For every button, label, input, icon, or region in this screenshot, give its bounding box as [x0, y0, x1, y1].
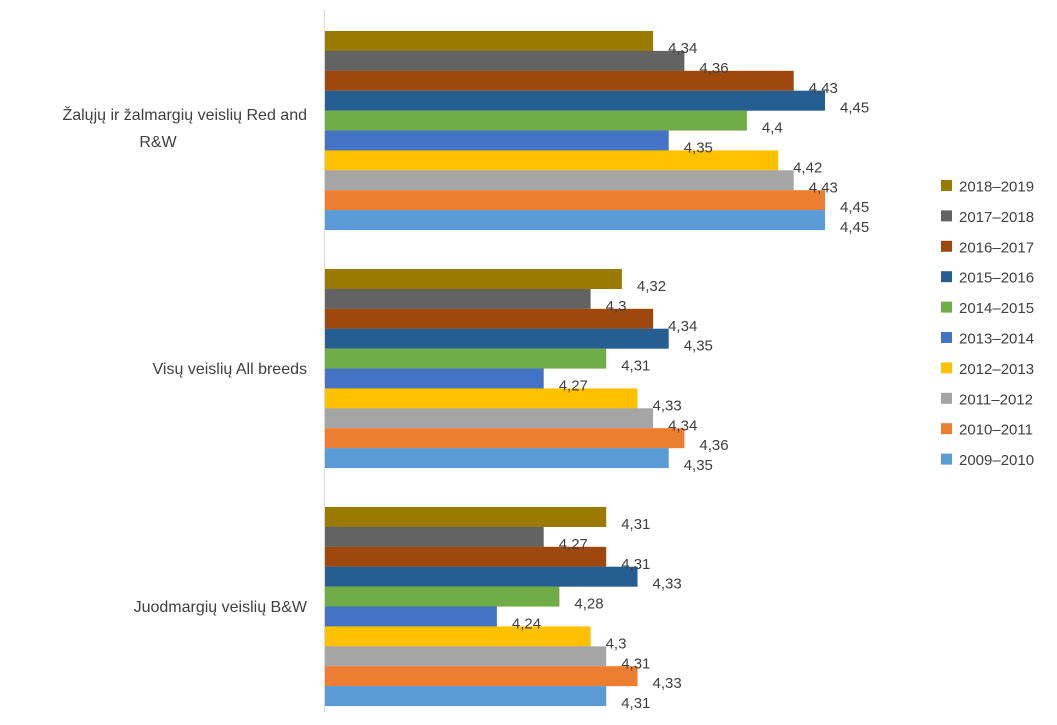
- legend-swatch: [941, 362, 952, 374]
- axis-layer: Žalųjų ir žalmargių veislių Red and R&W Vi…: [62, 10, 325, 712]
- legend-label: 2015–2016: [959, 270, 1034, 287]
- data-label: 4,33: [653, 576, 682, 593]
- legend-swatch: [941, 301, 952, 313]
- legend-label: 2017–2018: [959, 209, 1034, 226]
- legend-swatch: [941, 180, 952, 191]
- legend-label: 2010–2011: [959, 422, 1033, 439]
- legend-label: 2013–2014: [959, 331, 1034, 348]
- bar: [325, 546, 607, 567]
- legend-swatch: [941, 271, 952, 283]
- data-label: 4,34: [668, 40, 697, 57]
- data-label: 4,35: [684, 338, 713, 355]
- bar: [325, 90, 825, 111]
- bar: [325, 348, 607, 369]
- data-label: 4,36: [699, 60, 728, 77]
- legend-label: 2018–2019: [959, 179, 1034, 196]
- bar: [325, 606, 497, 627]
- data-label: 4,24: [512, 616, 541, 633]
- bar: [325, 130, 669, 151]
- bar: [325, 190, 825, 211]
- data-label: 4,31: [621, 516, 650, 533]
- data-label: 4,43: [809, 179, 838, 196]
- bars-layer: [325, 31, 825, 707]
- data-label: 4,3: [606, 298, 627, 315]
- data-label: 4,3: [606, 635, 627, 652]
- bar: [325, 646, 607, 667]
- data-label: 4,31: [621, 695, 650, 712]
- bar: [325, 388, 638, 409]
- data-label: 4,45: [840, 219, 869, 236]
- bar: [325, 150, 779, 171]
- legend-label: 2016–2017: [959, 239, 1034, 256]
- data-label: 4,36: [699, 437, 728, 454]
- data-label: 4,27: [559, 378, 588, 395]
- bar: [325, 586, 560, 607]
- data-label: 4,45: [840, 199, 869, 216]
- legend-label: 2009–2010: [959, 452, 1034, 469]
- legend-label: 2011–2012: [959, 391, 1033, 408]
- bar: [325, 368, 544, 389]
- data-label: 4,42: [793, 159, 822, 176]
- data-label: 4,31: [621, 655, 650, 672]
- data-label: 4,35: [684, 140, 713, 157]
- bar: [325, 408, 654, 429]
- labels-layer: 4,344,364,434,454,44,354,424,434,454,454…: [512, 40, 869, 712]
- data-label: 4,27: [559, 536, 588, 553]
- bar: [325, 308, 654, 329]
- data-label: 4,34: [668, 417, 697, 434]
- data-label: 4,34: [668, 318, 697, 335]
- legend-swatch: [941, 210, 952, 222]
- data-label: 4,31: [621, 556, 650, 573]
- bar: [325, 566, 638, 587]
- bar: [325, 428, 685, 449]
- legend-swatch: [941, 453, 952, 465]
- bar: [325, 50, 685, 71]
- bar: [325, 210, 825, 231]
- data-label: 4,31: [621, 358, 650, 375]
- bar: [325, 507, 607, 527]
- bar: [325, 110, 747, 131]
- bar: [325, 170, 794, 191]
- data-label: 4,33: [653, 397, 682, 414]
- bar: [325, 70, 794, 91]
- data-label: 4,28: [574, 596, 603, 613]
- data-label: 4,33: [653, 675, 682, 692]
- category-label: Visų veislių All breeds: [153, 361, 307, 378]
- data-label: 4,32: [637, 278, 666, 295]
- bar: [325, 328, 669, 349]
- bar: [325, 269, 622, 289]
- data-label: 4,35: [684, 457, 713, 474]
- category-label: Žalųjų ir žalmargių veislių Red and R&W: [62, 105, 307, 151]
- legend-label: 2012–2013: [959, 361, 1034, 378]
- legend: 2018–2019 2017–2018 2016–2017 2015–2016 2014…: [941, 179, 1034, 469]
- bar: [325, 666, 638, 687]
- data-label: 4,4: [762, 120, 783, 137]
- bar: [325, 526, 544, 547]
- category-label: Juodmargių veislių B&W: [134, 599, 308, 616]
- data-label: 4,45: [840, 100, 869, 117]
- legend-swatch: [941, 392, 952, 404]
- legend-swatch: [941, 332, 952, 343]
- legend-label: 2014–2015: [959, 300, 1034, 317]
- legend-swatch: [941, 240, 952, 252]
- bar: [325, 626, 591, 647]
- bar: [325, 288, 591, 309]
- bar: [325, 686, 607, 707]
- data-label: 4,43: [809, 80, 838, 97]
- legend-swatch: [941, 423, 952, 435]
- bar: [325, 31, 654, 51]
- bar: [325, 448, 669, 469]
